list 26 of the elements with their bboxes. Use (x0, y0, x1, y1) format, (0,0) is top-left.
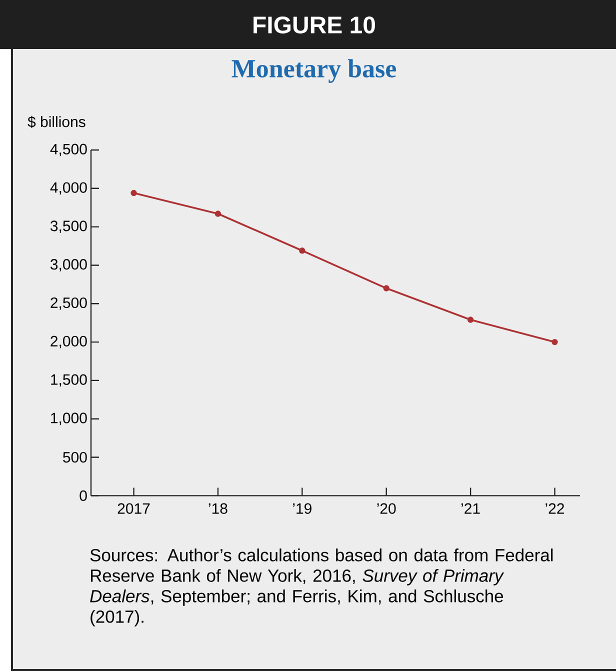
point (383, 285, 390, 292)
y-tick-label: 0 (80, 490, 87, 501)
chart-subtitle: Monetary base (232, 59, 396, 83)
x-tick-label: ’20 (377, 503, 396, 514)
chart-title: FIGURE 10 (254, 16, 376, 34)
y-tick-label: 1,000 (51, 412, 87, 426)
point (467, 316, 474, 323)
point (299, 248, 306, 254)
x-tick-label: ’18 (208, 503, 228, 514)
text: Sources: Author’s calculations based on data from Federal Reserve Bank of New York, 2016, Survey of Primary Dealers, September; and Ferris, Kim, and Schlusche (2017). (90, 548, 553, 626)
y-tick-label: 4,000 (50, 182, 87, 195)
y-tick-label: 2,000 (50, 336, 87, 348)
point (214, 210, 222, 217)
x-tick-label: ’21 (461, 503, 480, 514)
point (130, 190, 137, 196)
y-tick-label: 2,500 (50, 297, 87, 310)
y-tick-label: 3,500 (50, 220, 87, 234)
y-tick-label: 3,000 (50, 259, 87, 272)
y-tick-label: 500 (63, 452, 87, 463)
x-tick-label: ’19 (293, 503, 312, 514)
point (552, 338, 558, 346)
x-tick-label: ’22 (546, 503, 564, 514)
x-tick-label: 2017 (118, 503, 150, 514)
y-tick-label: 4,500 (50, 144, 87, 156)
y-tick-label: 1,500 (51, 374, 87, 387)
y-axis-title: $ billions (28, 116, 86, 128)
